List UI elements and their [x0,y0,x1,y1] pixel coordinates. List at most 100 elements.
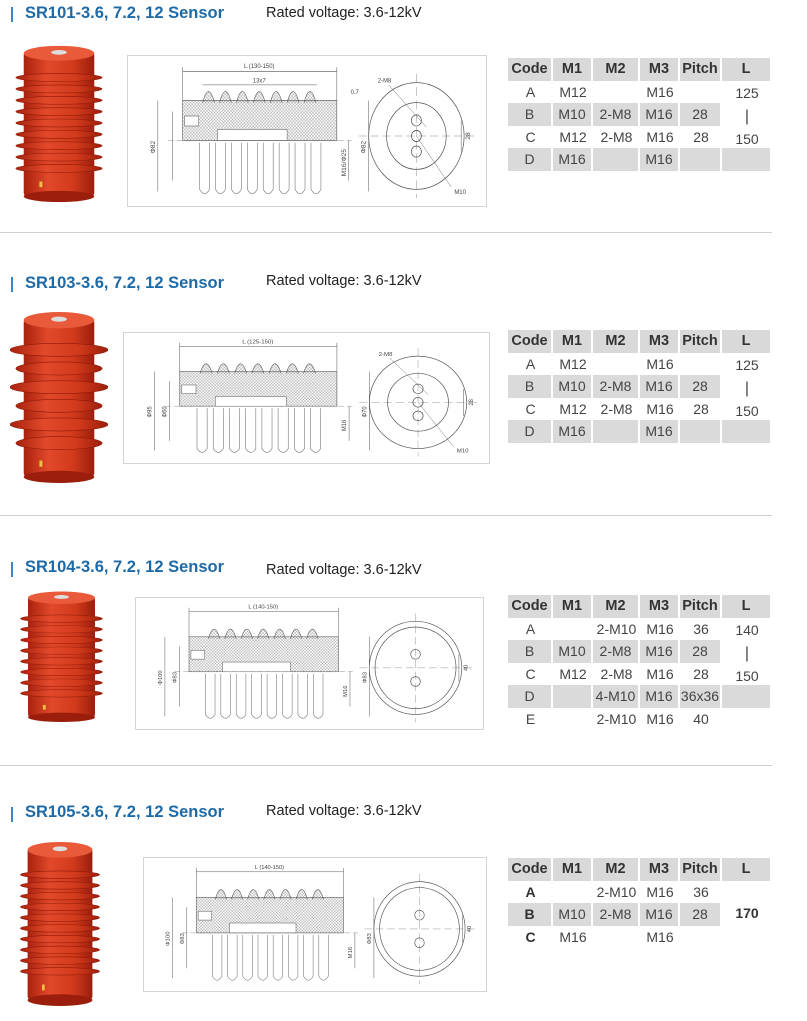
table-cell: 28 [693,400,709,417]
title-accent-bar [11,562,13,577]
dimension-label-dia-right: Φ83 [367,933,373,944]
spec-table: Code M1 M2 M3 Pitch L A M12 M16 B M10 2-M8 M16 28 C M12… [508,58,772,171]
length-cell [722,640,772,663]
dimension-label-length: L (130-150) [244,63,275,70]
dimension-label-thread: M16 [348,947,354,958]
dimension-label-dia-right: Φ83 [362,672,368,683]
table-cell: 4-M10 [593,685,640,708]
table-row: B M10 2-M8 M16 28 [508,903,772,926]
length-cell [722,685,772,708]
table-cell: 36 [693,620,709,637]
length-cell [722,708,772,731]
rated-voltage: Rated voltage: 3.6-12kV [266,562,422,578]
length-value: 140 [735,621,759,638]
dimension-label-center-thread: M10 [454,189,466,196]
length-cell [722,375,772,398]
table-cell: M16 [646,928,674,945]
table-cell [680,148,722,171]
product-photo [15,840,105,1006]
table-cell: M16 [646,83,674,100]
table-cell: 2-M8 [593,103,640,126]
insulator-illustration [20,841,100,1006]
product-title: SR104-3.6, 7.2, 12 Sensor [25,558,225,576]
code-cell: A [525,83,536,100]
code-cell: B [508,640,553,663]
table-cell [680,81,722,104]
code-cell: C [525,928,536,945]
dimension-label-dia-inner: Φ60 [162,406,168,418]
code-cell: A [525,355,536,372]
dimension-label-dia-right: Φ82 [361,140,368,153]
column-header: M3 [640,858,680,881]
table-header-row: Code M1 M2 M3 Pitch L [508,858,772,881]
title-accent-bar [11,7,13,22]
dimension-label-length: L (140-150) [255,865,284,871]
length-cell [722,103,772,126]
column-header: L [722,595,772,618]
insulator-illustration [9,312,109,483]
rated-voltage: Rated voltage: 3.6-12kV [266,803,422,819]
column-header: L [722,58,772,81]
table-cell: M16 [553,148,593,171]
dimension-label-gap: 0.7 [351,89,360,96]
table-header-row: Code M1 M2 M3 Pitch L [508,595,772,618]
table-cell [680,420,722,443]
product-photo [9,310,109,483]
table-cell: 36 [693,883,709,900]
length-value: 125 [735,356,759,373]
technical-drawing: L (140-150) Φ100 Φ83 M16 Φ83 40 [143,857,487,992]
code-cell: C [525,400,536,417]
dimension-label-pitch-note: 13x7 [253,77,266,84]
column-header: L [722,330,772,353]
table-cell: 28 [680,103,722,126]
table-row: B M10 2-M8 M16 28 [508,103,772,126]
table-cell: M12 [559,665,587,682]
rated-voltage: Rated voltage: 3.6-12kV [266,5,422,21]
spec-table: Code M1 M2 M3 Pitch L A M12 M16 B M10 2-M8 M16 28 C M12… [508,330,772,443]
table-cell: M16 [646,620,674,637]
dimension-label-dia-inner: Φ83 [180,933,186,944]
dimension-label-length: L (125-150) [242,340,273,346]
column-header: Code [508,58,553,81]
table-cell: 2-M8 [600,400,633,417]
table-cell: 28 [693,128,709,145]
column-header: M2 [593,330,640,353]
table-cell [553,881,593,904]
table-cell: 2-M8 [600,665,633,682]
code-cell: B [508,103,553,126]
column-header: M2 [593,58,640,81]
dimension-label-spacing: 28 [469,398,475,405]
length-cell [722,881,772,904]
table-cell [593,81,640,104]
table-cell [593,353,640,376]
dimension-label-dia-inner: Φ83 [172,672,178,683]
column-header: Code [508,595,553,618]
length-value: 150 [735,667,759,684]
section-divider [0,765,772,766]
table-cell: M12 [559,355,587,372]
table-cell: M10 [553,103,593,126]
table-cell: M16 [640,640,680,663]
column-header: Pitch [680,858,722,881]
column-header: Code [508,858,553,881]
code-cell: D [508,685,553,708]
table-cell: 28 [680,375,722,398]
product-photo [15,590,108,722]
table-cell [593,926,640,949]
code-cell: A [525,620,536,637]
rated-voltage: Rated voltage: 3.6-12kV [266,273,422,289]
dimension-label-thread: M16 [343,685,349,696]
table-cell: 2-M10 [596,620,637,637]
table-row: A 2-M10 M16 36 [508,618,772,641]
drawing-svg: L (125-150) Φ95 Φ60 M16 Φ70 2-M8 28 M10 [147,340,477,457]
table-cell: M16 [646,883,674,900]
product-title: SR103-3.6, 7.2, 12 Sensor [25,274,225,292]
column-header: Code [508,330,553,353]
table-cell: M10 [553,375,593,398]
column-header: M2 [593,858,640,881]
code-cell: D [508,148,553,171]
code-cell: A [525,883,536,900]
table-cell: M16 [646,128,674,145]
table-cell: M16 [640,903,680,926]
